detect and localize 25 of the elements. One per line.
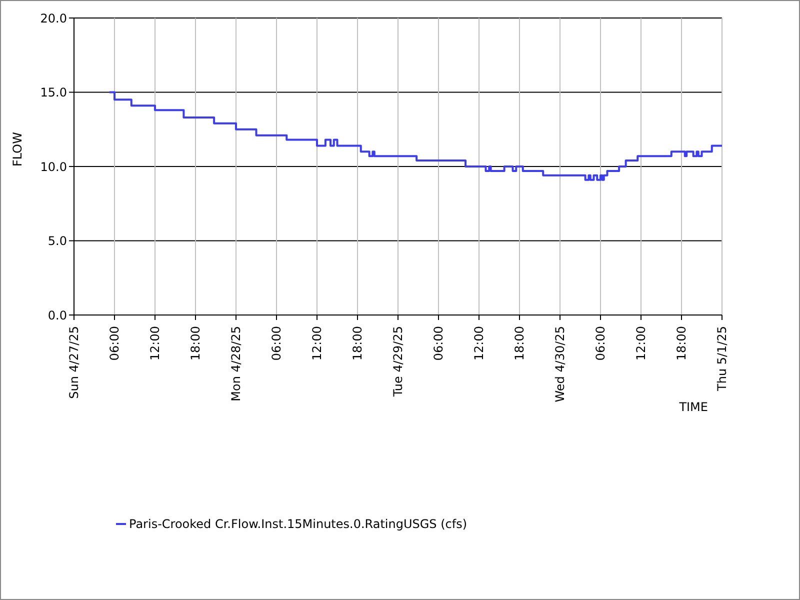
- x-tick-label: 06:00: [432, 326, 446, 361]
- x-tick-label: 12:00: [310, 326, 324, 361]
- x-tick-label: Mon 4/28/25: [229, 326, 243, 402]
- x-tick-label: 18:00: [350, 326, 364, 361]
- y-tick-label: 20.0: [40, 11, 67, 26]
- x-tick-label: Sun 4/27/25: [67, 326, 81, 399]
- y-tick-label: 10.0: [40, 160, 67, 174]
- x-tick-label: 06:00: [108, 326, 122, 361]
- x-tick-label: 12:00: [472, 326, 486, 361]
- x-axis-title: TIME: [678, 400, 708, 414]
- x-tick-label: Thu 5/1/25: [715, 326, 729, 392]
- x-tick-label: 12:00: [148, 326, 162, 361]
- x-tick-label: 18:00: [188, 326, 202, 361]
- x-tick-label: 06:00: [270, 326, 284, 361]
- legend-label: Paris-Crooked Cr.Flow.Inst.15Minutes.0.RatingUSGS (cfs): [128, 517, 468, 531]
- x-tick-label: Wed 4/30/25: [553, 326, 567, 402]
- y-tick-label: 5.0: [48, 234, 67, 248]
- x-tick-label: 12:00: [634, 326, 648, 361]
- x-tick-label: 06:00: [594, 326, 608, 361]
- y-tick-label: 0.0: [48, 308, 67, 322]
- y-axis-title: FLOW: [10, 132, 24, 166]
- x-tick-label: 18:00: [512, 326, 526, 361]
- x-tick-label: Tue 4/29/25: [391, 326, 405, 398]
- y-tick-label: 15.0: [40, 86, 67, 100]
- x-tick-label: 18:00: [674, 326, 688, 361]
